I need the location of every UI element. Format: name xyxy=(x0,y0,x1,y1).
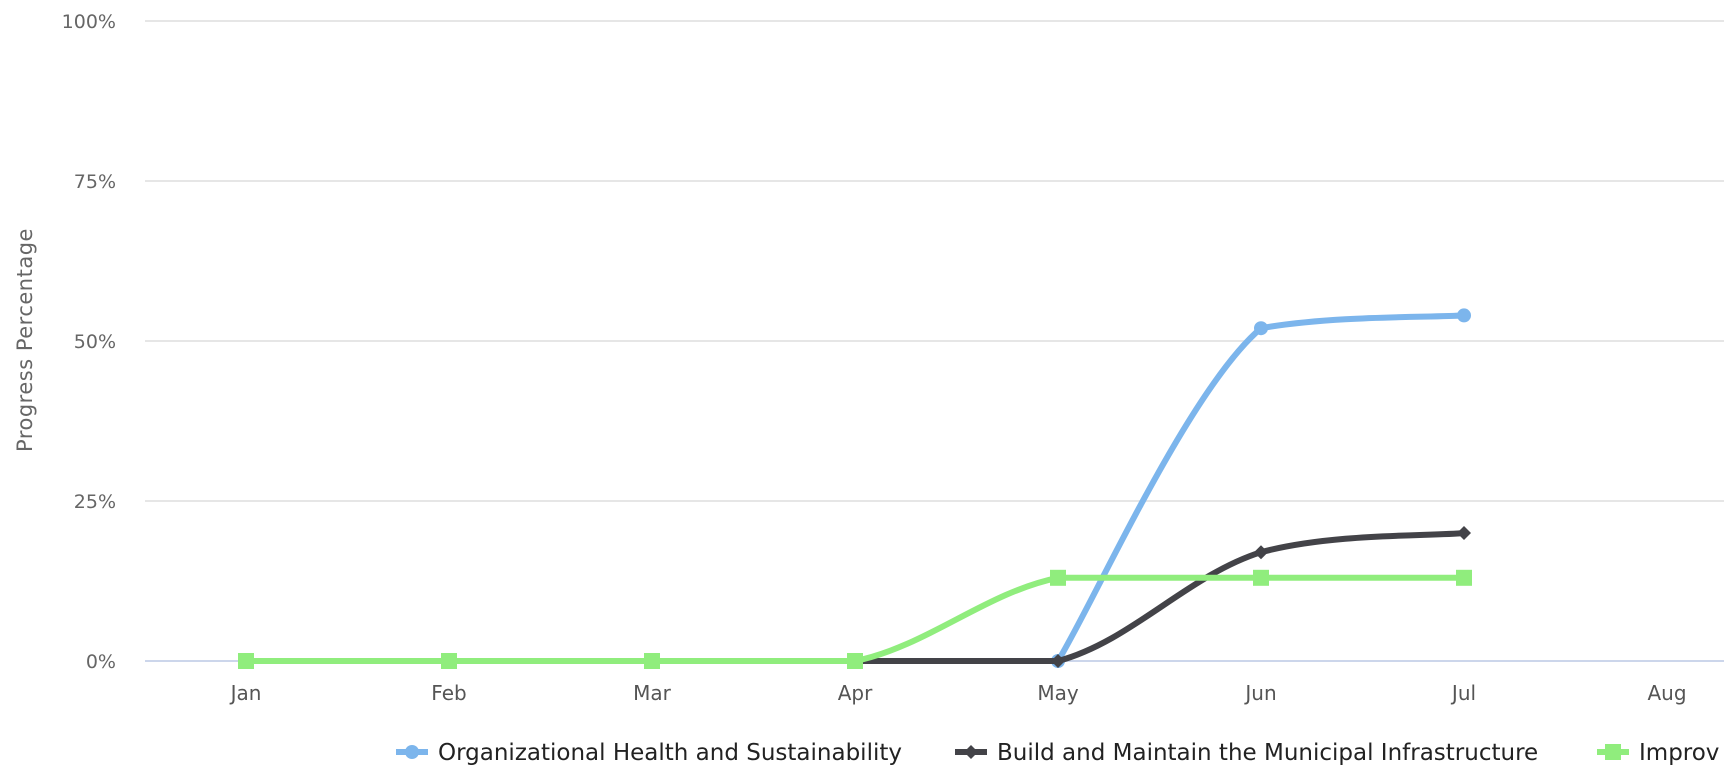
legend-item[interactable]: Organizational Health and Sustainability xyxy=(396,740,902,766)
y-axis-title: Progress Percentage xyxy=(13,228,37,452)
data-point-square xyxy=(1605,744,1621,760)
data-point-square xyxy=(238,653,254,669)
x-tick-label: Jul xyxy=(1450,681,1476,705)
series-2 xyxy=(848,526,1471,668)
x-tick-label: Feb xyxy=(431,681,466,705)
y-axis-ticks: 0% 25% 50% 75% 100% xyxy=(62,11,116,673)
series-line xyxy=(1055,312,1467,664)
data-point-diamond xyxy=(1254,545,1268,560)
x-tick-label: Mar xyxy=(633,681,672,705)
x-tick-label: Aug xyxy=(1647,681,1686,705)
data-point-square xyxy=(644,653,660,669)
data-point-square xyxy=(1253,569,1269,586)
x-tick-label: Apr xyxy=(838,681,873,705)
legend-item[interactable]: Build and Maintain the Municipal Infrast… xyxy=(955,740,1538,766)
data-point-circle xyxy=(1254,321,1268,336)
data-point-square xyxy=(1456,569,1472,586)
x-tick-label: May xyxy=(1037,681,1079,705)
series-line xyxy=(852,530,1467,665)
data-point-diamond xyxy=(964,745,978,759)
gridlines xyxy=(145,20,1724,662)
series-lines xyxy=(238,308,1472,669)
legend-label: Improv xyxy=(1639,740,1719,766)
data-point-diamond xyxy=(1051,654,1065,668)
legend-label: Build and Maintain the Municipal Infrast… xyxy=(997,740,1538,766)
data-point-square xyxy=(1050,569,1066,586)
data-point-diamond xyxy=(1457,526,1471,540)
x-tick-label: Jun xyxy=(1243,681,1276,705)
data-point-circle xyxy=(405,745,419,759)
x-axis-ticks: Jan Feb Mar Apr May Jun Jul Aug xyxy=(229,681,1687,705)
data-point-square xyxy=(847,653,863,669)
y-tick-label: 50% xyxy=(74,331,116,353)
legend: Organizational Health and Sustainability… xyxy=(396,740,1719,766)
data-point-circle xyxy=(1457,308,1471,323)
y-tick-label: 75% xyxy=(74,171,116,193)
series-3 xyxy=(238,569,1472,669)
y-tick-label: 100% xyxy=(62,11,116,33)
legend-label: Organizational Health and Sustainability xyxy=(438,740,902,766)
data-point-square xyxy=(441,653,457,669)
y-tick-label: 0% xyxy=(86,651,116,673)
series-1 xyxy=(1051,308,1471,668)
x-tick-label: Jan xyxy=(229,681,262,705)
series-line xyxy=(243,574,1467,665)
y-tick-label: 25% xyxy=(74,491,116,513)
legend-item[interactable]: Improv xyxy=(1597,740,1719,766)
